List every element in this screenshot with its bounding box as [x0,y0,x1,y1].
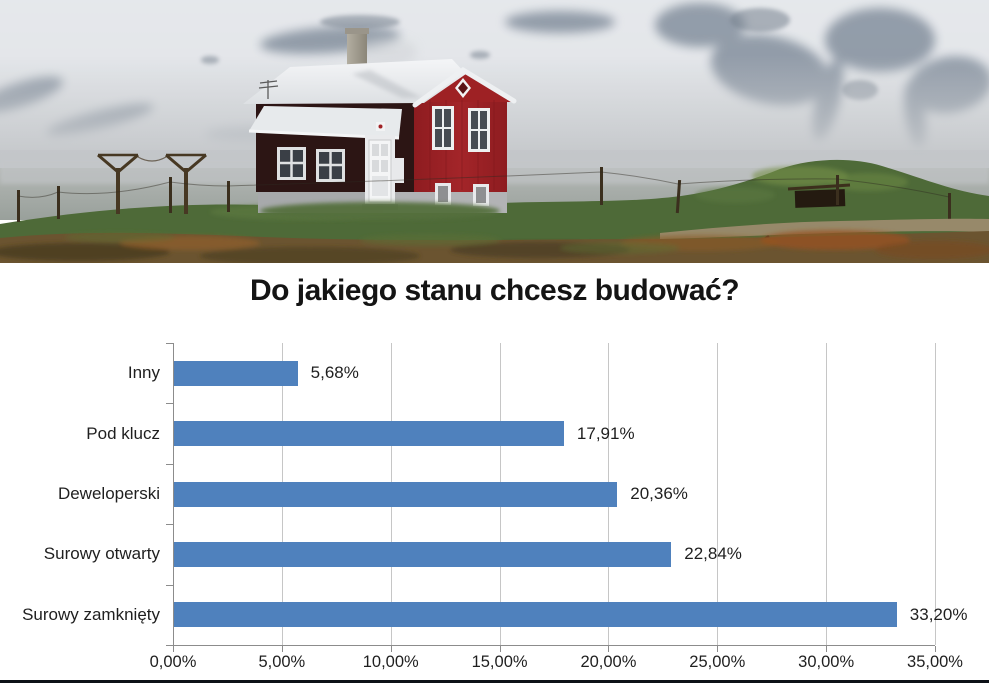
y-axis-line [173,343,174,645]
x-tick-label: 10,00% [362,653,419,671]
x-axis-tick [390,646,392,652]
x-tick-label: 5,00% [258,653,306,671]
front-grass [260,202,500,220]
category-label: Inny [127,363,160,383]
door-ornament-dot [378,124,383,129]
bar-inny [174,360,298,386]
x-tick-label: 25,00% [689,653,746,671]
value-label: 5,68% [310,363,359,383]
category-label: Deweloperski [57,484,160,503]
category-axis-tick [166,585,173,586]
side-window [393,158,404,183]
drying-racks [97,153,207,214]
x-axis-tick [826,646,828,652]
category-label: Surowy zamknięty [22,604,160,624]
bar-surowy-otwarty [174,541,672,567]
gridline [826,343,828,645]
chimney-smoke [353,37,417,67]
basement-window-right [473,184,489,206]
diamond-window-pane [458,82,468,94]
x-axis-tick [608,646,610,652]
x-tick-label: 0,00% [149,653,197,671]
plot-area: 5,68% 17,91% 20,36% 22,84% 33,20% [166,343,967,652]
x-tick-label: 30,00% [798,653,855,671]
x-tick-label: 35,00% [907,653,963,671]
category-axis-tick [166,645,173,646]
category-axis-tick [166,524,173,525]
x-axis-tick [173,646,174,652]
gable-roof-trim [412,66,517,108]
bar-pod-klucz [174,421,564,447]
x-axis-tick [281,646,283,652]
value-label: 17,91% [576,423,635,443]
category-label: Surowy otwarty [43,544,160,564]
wing-window-right [316,149,345,182]
bar-surowy-zamkni-ty [174,602,897,628]
x-axis-tick [499,646,501,652]
gable-window-right [468,108,490,152]
x-axis-tick [935,646,936,652]
x-axis-labels: 0,00% 5,00% 10,00% 15,00% 20,00% 25,00% 30,00%… [150,653,963,675]
category-axis-labels: Inny Pod klucz Deweloperski Surowy otwarty S… [0,343,160,645]
gridline [935,343,936,645]
x-axis-tick [717,646,719,652]
porch-roof [249,106,402,137]
category-axis-tick [166,464,173,465]
roof-shadow [352,70,422,98]
wing-window-left [277,147,306,180]
value-label: 33,20% [909,604,968,624]
gridline [717,343,719,645]
basement-window-left [435,183,451,205]
value-label: 20,36% [630,484,688,503]
category-axis-tick [166,343,173,344]
earth-texture [0,230,989,263]
landscape-scene [0,0,989,263]
chart-title: Do jakiego stanu chcesz budować? [249,274,740,307]
category-label: Pod klucz [86,423,160,443]
x-tick-label: 20,00% [580,653,637,671]
turf-shelter [787,183,851,208]
gable-window-left [432,106,454,150]
x-axis-line [173,645,935,646]
dirt-road [660,218,989,239]
front-door [362,135,398,210]
x-tick-label: 15,00% [471,653,528,671]
bottom-border [0,680,989,683]
antenna [258,80,279,99]
category-axis-tick [166,403,173,404]
header-photo [0,0,989,263]
value-label: 22,84% [684,544,742,564]
bar-deweloperski [174,481,618,507]
chimney-cap [345,28,369,34]
